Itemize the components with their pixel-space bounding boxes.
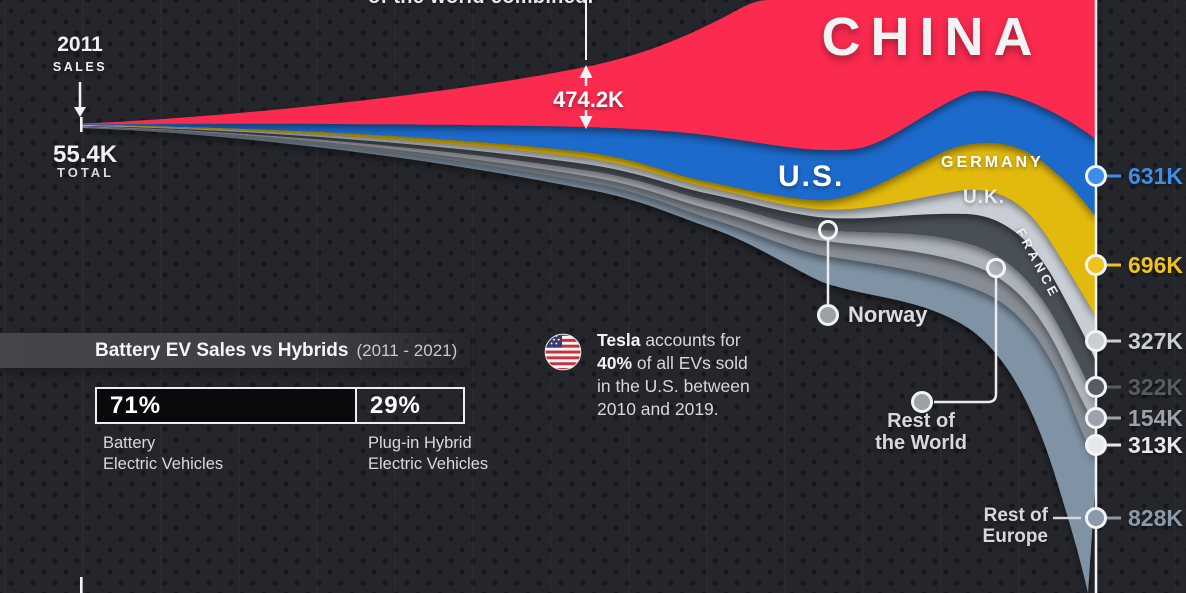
battery-panel-banner: Battery EV Sales vs Hybrids (2011 - 2021… (0, 333, 470, 368)
value-us: 631K (1128, 163, 1183, 189)
top-note-text: of the world combined. (368, 0, 594, 9)
phev-percent: 29% (369, 391, 421, 419)
row-anchor-ring-icon (986, 258, 1006, 278)
phev-caption-line2: Electric Vehicles (368, 454, 489, 473)
phev-caption: Plug-in Hybrid Electric Vehicles (368, 433, 488, 474)
norway-callout-dot (817, 304, 839, 326)
label-uk: U.K. (963, 187, 1005, 208)
value-norway: 154K (1128, 405, 1183, 431)
start-year: 2011 (57, 33, 103, 56)
label-rest-of-world-line2: the World (875, 432, 967, 454)
phev-caption-line1: Plug-in Hybrid (368, 434, 472, 452)
start-year-block: 2011 SALES (50, 34, 110, 78)
marker-dot-row (1085, 434, 1107, 456)
battery-panel-title: Battery EV Sales vs Hybrids (95, 339, 349, 361)
row-callout-line (934, 278, 998, 404)
battery-panel-period: (2011 - 2021) (356, 340, 458, 360)
tesla-fact-text: Tesla accounts for 40% of all EVs sold i… (597, 329, 750, 421)
marker-dot-roe (1085, 507, 1107, 529)
bev-percent: 71% (110, 391, 162, 419)
band-germany (82, 124, 1097, 319)
bev-bar-segment: 71% (97, 389, 357, 422)
label-rest-of-europe-line2: Europe (982, 526, 1048, 547)
marker-dot-uk (1085, 330, 1107, 352)
bev-caption-line2: Electric Vehicles (103, 454, 224, 473)
value-uk: 327K (1128, 328, 1183, 354)
marker-dot-norway (1085, 407, 1107, 429)
arrow-down-icon (579, 116, 593, 129)
bottom-tick (80, 577, 83, 593)
band-us (82, 90, 1097, 218)
us-flag-icon (544, 333, 582, 371)
arrow-up-icon (579, 65, 593, 78)
label-germany: GERMANY (941, 154, 1044, 171)
china-gap-value: 474.2K (553, 87, 624, 112)
value-rest-of-world: 313K (1128, 432, 1183, 458)
tesla-fact-line4: 2010 and 2019. (597, 399, 719, 419)
start-annotation-marks (74, 82, 86, 593)
value-rest-of-europe: 828K (1128, 505, 1183, 531)
china-gap-annotation-marks (579, 0, 593, 129)
battery-split-bar: 71% 29% (95, 387, 465, 424)
start-arrowhead-icon (74, 107, 86, 117)
row-callout-dot (911, 391, 933, 413)
start-total-value: 55.4K (53, 141, 118, 168)
label-norway: Norway (848, 302, 928, 327)
rest-of-world-callout (911, 258, 1006, 413)
tesla-fact-line1: Tesla accounts for (597, 330, 741, 350)
value-germany: 696K (1128, 252, 1183, 278)
start-total-word: TOTAL (57, 165, 115, 180)
label-us: U.S. (778, 160, 845, 193)
label-rest-of-world: Rest of the World (860, 410, 982, 454)
bev-caption: Battery Electric Vehicles (103, 433, 223, 474)
label-rest-of-europe-line1: Rest of (983, 505, 1048, 526)
label-rest-of-europe: Rest of Europe (940, 505, 1048, 547)
marker-dot-france (1085, 376, 1107, 398)
start-tick (80, 117, 83, 132)
tesla-fact-line3: in the U.S. between (597, 376, 750, 396)
value-france: 322K (1128, 374, 1183, 400)
marker-dot-us (1085, 165, 1107, 187)
norway-callout (817, 220, 839, 326)
tesla-fact-line2: 40% of all EVs sold (597, 353, 748, 373)
start-sales-word: SALES (52, 60, 108, 74)
edge-markers (1085, 165, 1121, 529)
norway-anchor-ring-icon (818, 220, 838, 240)
bev-caption-line1: Battery (103, 434, 156, 452)
label-rest-of-world-line1: Rest of (887, 410, 955, 432)
label-china: CHINA (821, 7, 1043, 67)
phev-bar-segment: 29% (357, 389, 463, 422)
marker-dot-germany (1085, 254, 1107, 276)
